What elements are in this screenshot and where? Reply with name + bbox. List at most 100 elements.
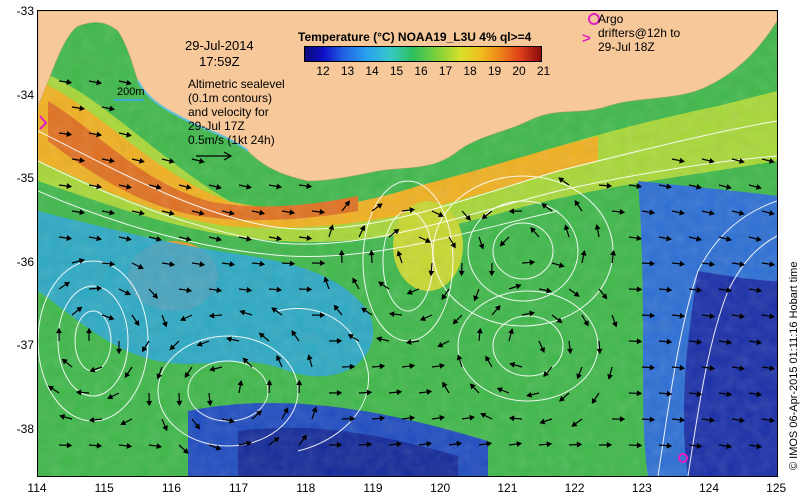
velocity-arrowhead xyxy=(679,364,686,371)
velocity-arrowhead xyxy=(499,240,506,247)
velocity-arrowhead xyxy=(291,330,297,337)
velocity-arrowhead xyxy=(488,270,495,277)
velocity-arrowhead xyxy=(126,235,132,242)
velocity-arrowhead xyxy=(109,105,115,112)
velocity-arrowhead xyxy=(755,236,762,242)
velocity-arrowhead xyxy=(649,312,656,319)
velocity-arrowhead xyxy=(709,417,716,423)
velocity-arrowhead xyxy=(529,310,536,317)
velocity-arrowhead xyxy=(494,304,501,311)
velocity-arrowhead xyxy=(739,261,746,268)
velocity-arrowhead xyxy=(696,287,703,293)
land-australia xyxy=(38,11,777,182)
velocity-arrowhead xyxy=(311,406,318,413)
velocity-arrowhead xyxy=(739,313,746,320)
velocity-arrowhead xyxy=(196,341,203,347)
velocity-arrowhead xyxy=(596,348,603,355)
velocity-arrowhead xyxy=(756,443,763,450)
argo-drifter-marker xyxy=(678,453,688,463)
velocity-arrowhead xyxy=(376,203,383,209)
velocity-arrowhead xyxy=(556,317,563,324)
velocity-arrowhead xyxy=(379,363,386,370)
velocity-arrowhead xyxy=(185,184,192,190)
velocity-arrowhead xyxy=(636,235,643,242)
velocity-arrowhead xyxy=(726,443,733,450)
velocity-arrowhead xyxy=(96,79,103,86)
latitude-tick-label: -35 xyxy=(16,171,34,185)
velocity-arrowhead xyxy=(541,203,548,209)
sst-field xyxy=(38,11,777,476)
velocity-arrowhead xyxy=(726,287,733,294)
velocity-arrowhead xyxy=(215,444,222,451)
velocity-arrowhead xyxy=(376,336,383,343)
velocity-arrowhead xyxy=(574,200,580,207)
velocity-arrowhead xyxy=(437,341,444,348)
velocity-arrowhead xyxy=(126,443,133,449)
velocity-arrowhead xyxy=(725,184,732,190)
velocity-arrowhead xyxy=(276,235,283,242)
velocity-arrowhead xyxy=(666,286,673,293)
velocity-arrowhead xyxy=(139,209,145,216)
velocity-arrowhead xyxy=(162,321,168,328)
velocity-arrowhead xyxy=(396,389,403,396)
velocity-arrowhead xyxy=(66,442,73,449)
velocity-arrowhead xyxy=(601,293,608,300)
longitude-tick-label: 121 xyxy=(497,481,518,495)
velocity-arrowhead xyxy=(79,105,86,112)
velocity-arrowhead xyxy=(591,397,598,405)
velocity-arrowhead xyxy=(458,270,465,277)
velocity-arrowhead xyxy=(485,355,491,362)
velocity-arrowhead xyxy=(666,235,673,242)
velocity-arrowhead xyxy=(276,183,283,190)
velocity-arrowhead xyxy=(306,235,313,241)
velocity-arrowhead xyxy=(216,287,223,294)
depth-scale-label: 200m xyxy=(117,86,145,98)
velocity-arrowhead xyxy=(636,338,643,345)
velocity-arrowhead xyxy=(96,131,103,138)
velocity-arrowhead xyxy=(450,242,456,249)
velocity-arrowhead xyxy=(726,391,733,398)
velocity-arrowhead xyxy=(486,440,493,447)
velocity-arrowhead xyxy=(559,395,565,402)
velocity-arrowhead xyxy=(239,309,246,316)
velocity-arrowhead xyxy=(649,364,656,371)
velocity-arrowhead xyxy=(206,400,213,407)
velocity-arrowhead xyxy=(378,281,385,287)
velocity-arrowhead xyxy=(47,385,54,392)
velocity-arrowhead xyxy=(133,319,140,327)
velocity-arrowhead xyxy=(307,354,313,361)
longitude-tick-label: 114 xyxy=(27,481,47,495)
velocity-arrowhead xyxy=(649,260,656,267)
velocity-arrowhead xyxy=(755,184,762,190)
velocity-arrowhead xyxy=(424,237,432,243)
velocity-arrowhead xyxy=(176,400,183,407)
velocity-arrowhead xyxy=(543,371,550,377)
velocity-arrowhead xyxy=(428,270,435,277)
velocity-arrowhead xyxy=(349,363,356,370)
velocity-arrowhead xyxy=(725,236,732,242)
velocity-arrowhead xyxy=(109,157,115,164)
velocity-arrowhead xyxy=(96,285,103,292)
colorbar-tick-label: 14 xyxy=(365,64,379,78)
velocity-arrowhead xyxy=(409,363,416,369)
velocity-arrowhead xyxy=(360,307,368,314)
velocity-arrowhead xyxy=(576,441,583,448)
colorbar-tick-label: 21 xyxy=(536,64,551,78)
velocity-arrowhead xyxy=(563,224,570,231)
velocity-arrowhead xyxy=(469,383,476,390)
velocity-arrowhead xyxy=(273,436,280,443)
velocity-arrowhead xyxy=(567,348,573,355)
altimetry-legend: Altimetric sealevel (0.1m contours) and … xyxy=(188,77,285,147)
velocity-arrowhead xyxy=(396,250,403,257)
velocity-arrowhead xyxy=(66,235,73,241)
velocity-arrowhead xyxy=(756,391,763,398)
velocity-arrowhead xyxy=(276,286,283,293)
velocity-arrowhead xyxy=(182,448,189,454)
velocity-arrowhead xyxy=(406,289,413,295)
velocity-arrowhead xyxy=(66,79,73,85)
velocity-arrowhead xyxy=(769,365,776,372)
velocity-arrowhead xyxy=(124,371,131,379)
velocity-arrowhead xyxy=(607,373,613,380)
velocity-arrowhead xyxy=(530,227,537,233)
argo-chevron-icon: > xyxy=(582,30,591,47)
